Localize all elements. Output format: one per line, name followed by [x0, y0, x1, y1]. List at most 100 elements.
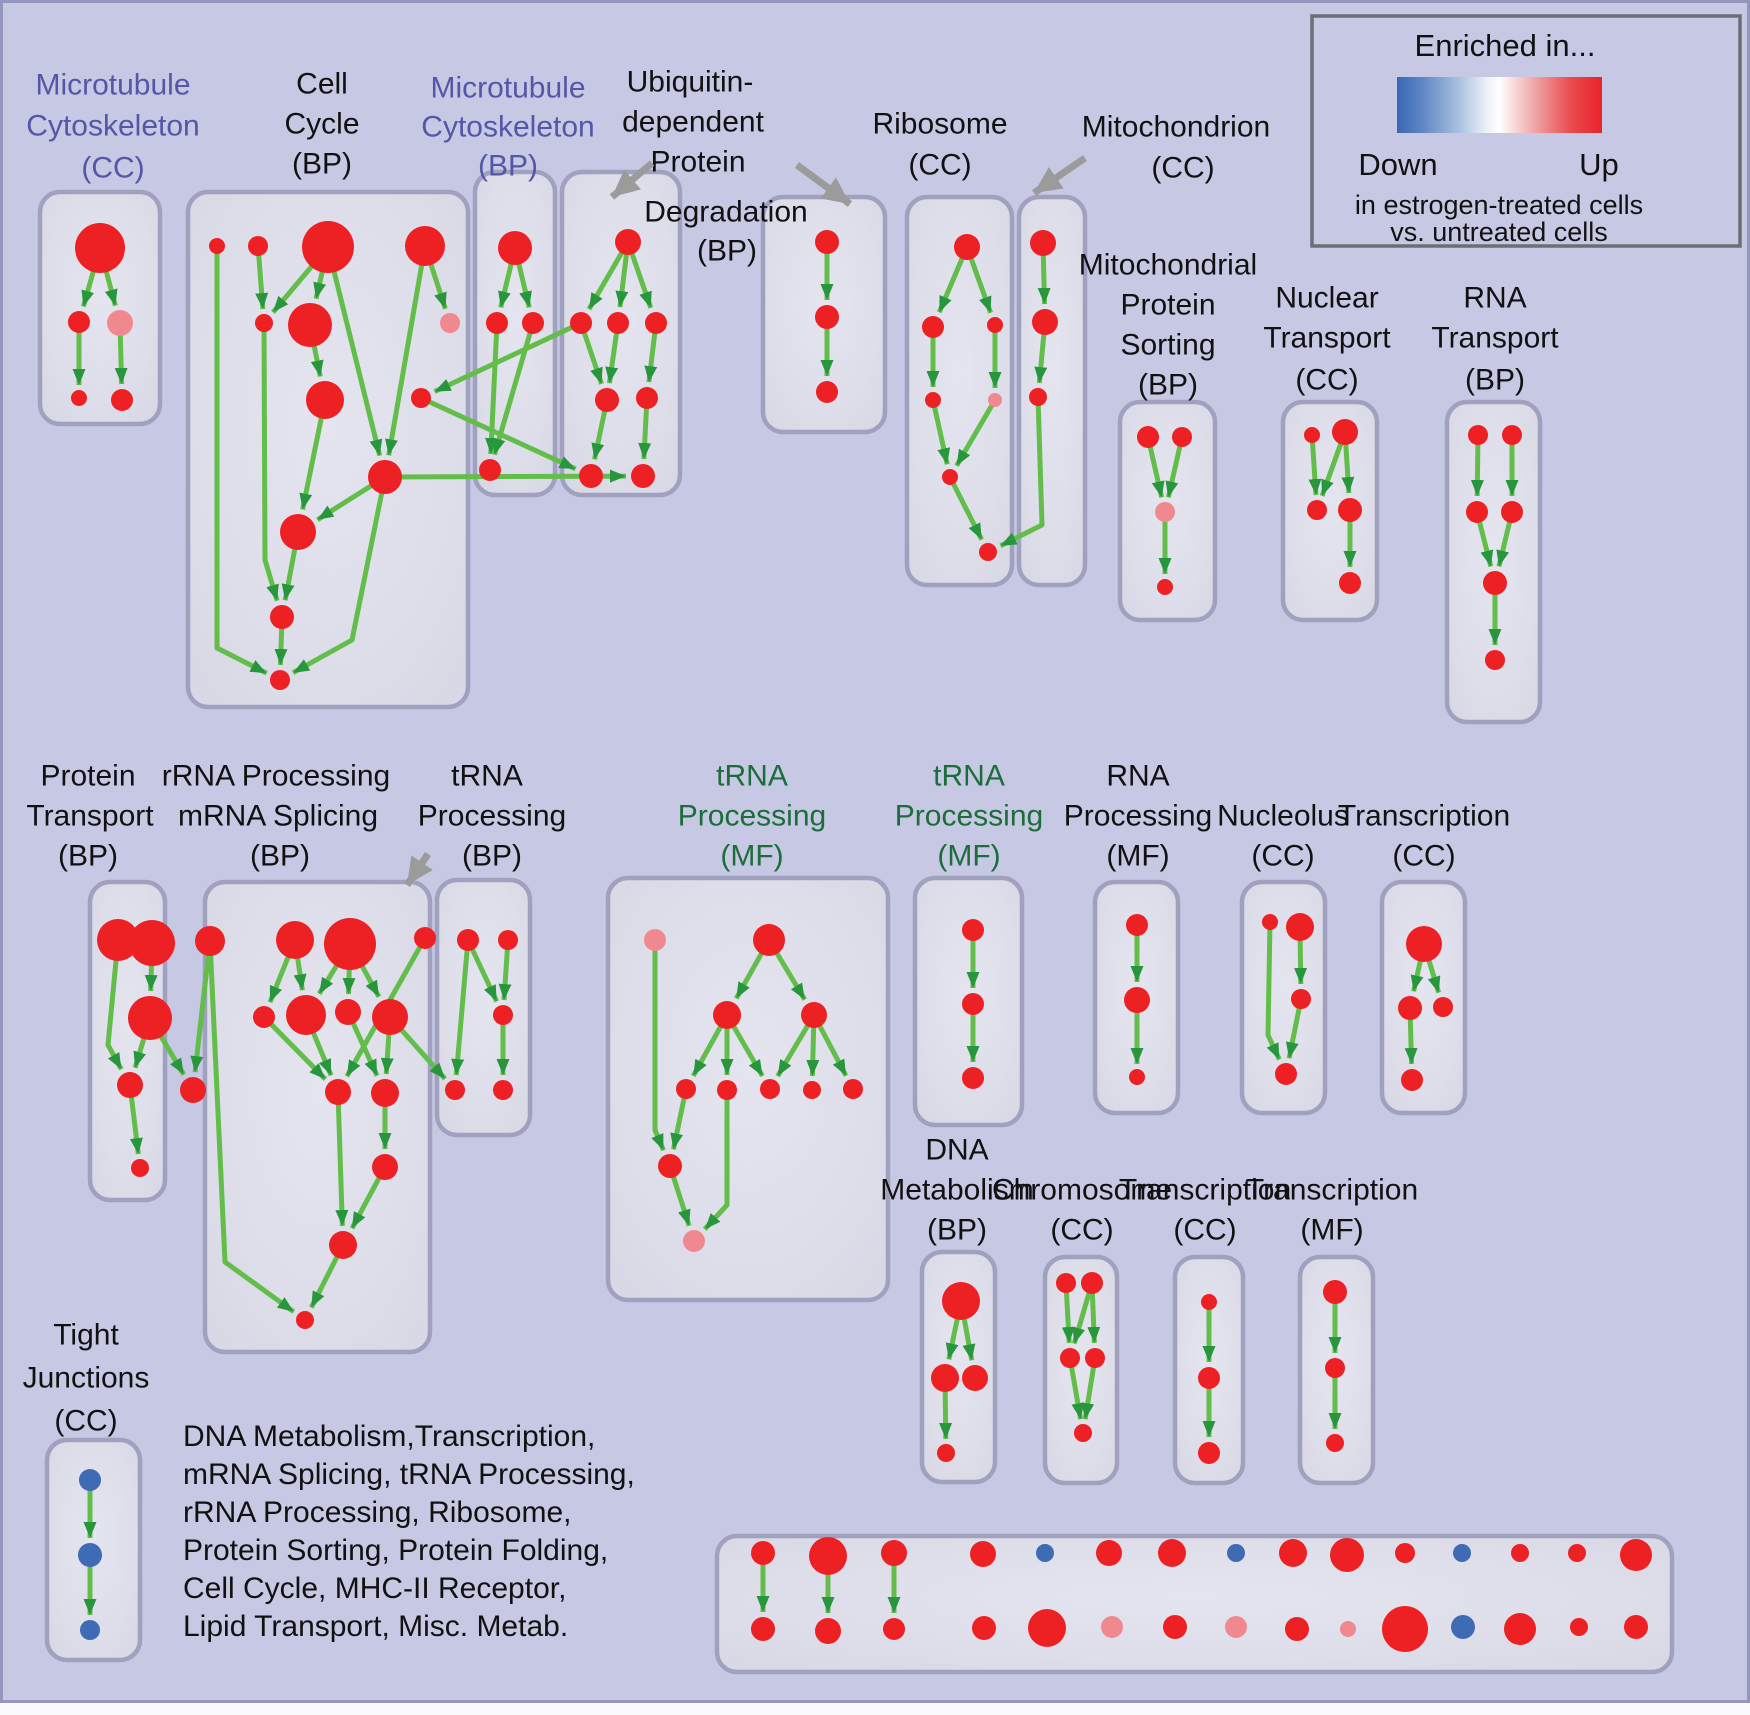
legend-caption-line1: in estrogen-treated cells [1355, 190, 1643, 220]
edge-arrow [190, 940, 213, 1073]
cluster-label: (CC) [1392, 840, 1455, 873]
edge-arrow [1285, 998, 1304, 1059]
cluster-label: Chromosome [992, 1174, 1172, 1207]
cluster-label: (BP) [462, 840, 522, 873]
go-term-node [1029, 388, 1047, 406]
go-term-node [288, 303, 332, 347]
cluster-label: Mitochondrial [1079, 249, 1257, 282]
go-term-node [1466, 501, 1488, 523]
go-term-node [372, 999, 408, 1035]
go-term-node [1620, 1539, 1652, 1571]
go-term-node [972, 1616, 996, 1640]
cluster-label: Sorting [1120, 329, 1215, 362]
go-term-node [883, 1618, 905, 1640]
go-term-node [411, 388, 431, 408]
cluster-label: tRNA [451, 760, 523, 793]
go-term-node [324, 918, 376, 970]
go-term-node [1304, 427, 1320, 443]
cluster-box-rrna [202, 879, 433, 1355]
bottom-margin [0, 1703, 1750, 1715]
go-term-node [306, 381, 344, 419]
cluster-label: Transport [1431, 322, 1559, 355]
go-term-node [1382, 1606, 1428, 1652]
edge-arrow [1061, 1282, 1075, 1344]
cluster-label: Protein [1120, 289, 1215, 322]
go-term-node [1307, 500, 1327, 520]
go-term-node [1501, 501, 1523, 523]
annotation-arrow [1032, 155, 1087, 196]
go-term-node [445, 1080, 465, 1100]
go-term-node [595, 388, 619, 412]
edge-arrow [451, 939, 471, 1076]
go-term-node [414, 927, 436, 949]
go-term-node [1081, 1272, 1103, 1294]
cluster-label: mRNA Splicing [178, 800, 378, 833]
go-term-node [1101, 1616, 1123, 1638]
go-term-node [522, 312, 544, 334]
cluster-box-rna_t [1444, 399, 1543, 725]
go-term-node [117, 1072, 143, 1098]
cluster-label: RNA [1463, 282, 1526, 315]
cluster-box-nuclear_t [1280, 399, 1380, 623]
misc-line-4: Protein Sorting, Protein Folding, [183, 1534, 608, 1567]
go-term-node [1124, 987, 1150, 1013]
go-term-node [372, 1154, 398, 1180]
go-term-node [881, 1540, 907, 1566]
cluster-label: (CC) [908, 149, 971, 182]
edge-arrow [670, 1088, 689, 1150]
go-term-node [1338, 498, 1362, 522]
annotation-arrow [794, 162, 853, 207]
cluster-label: Nuclear [1275, 282, 1378, 315]
cluster-label: Metabolism [880, 1174, 1033, 1207]
edge-arrow [1067, 1357, 1085, 1420]
go-term-node [1330, 1538, 1364, 1572]
cluster-label: Tight [53, 1319, 119, 1352]
cluster-label: (BP) [1138, 369, 1198, 402]
cluster-label: Cell [296, 68, 348, 101]
go-term-node [1096, 1540, 1122, 1566]
go-term-node [1126, 914, 1148, 936]
cluster-label: Nucleolus [1217, 800, 1349, 833]
edge-arrow [433, 320, 583, 394]
go-term-node [1028, 1609, 1066, 1647]
go-term-node [717, 1080, 737, 1100]
go-term-node [255, 314, 273, 332]
edge-arrow [261, 322, 280, 602]
edge-arrow [1308, 434, 1322, 496]
go-term-node [1262, 914, 1278, 930]
go-term-node [111, 389, 133, 411]
edge-arrow [1165, 436, 1185, 498]
go-term-node [1451, 1615, 1475, 1639]
go-term-node [1568, 1544, 1586, 1562]
go-term-node [843, 1079, 863, 1099]
misc-line-6: Lipid Transport, Misc. Metab. [183, 1610, 568, 1643]
cluster-label: Cytoskeleton [421, 111, 594, 144]
go-term-node [760, 1079, 780, 1099]
go-term-node [753, 924, 785, 956]
go-term-node [128, 996, 172, 1040]
cluster-label: DNA [925, 1134, 988, 1167]
go-term-node [78, 1543, 102, 1567]
go-term-node [296, 1311, 314, 1329]
go-term-node [809, 1537, 847, 1575]
cluster-label: Processing [418, 800, 566, 833]
go-term-node [570, 312, 592, 334]
go-term-node [676, 1079, 696, 1099]
go-term-node [1433, 997, 1453, 1017]
cluster-label: Ubiquitin- [627, 66, 754, 99]
network-scene: Microtubule Cytoskeleton (CC) Cell Cycle (BP)… [23, 66, 1675, 1675]
cluster-label: (BP) [478, 150, 538, 183]
cluster-label: Protein [650, 146, 745, 179]
go-term-node [962, 993, 984, 1015]
edge-arrow [1470, 434, 1484, 497]
edge-arrow [954, 398, 998, 468]
cluster-label: Transport [1263, 322, 1391, 355]
go-term-node [1157, 579, 1173, 595]
go-term-node [1155, 502, 1175, 522]
go-term-node [1511, 1544, 1529, 1562]
go-term-node [801, 1002, 827, 1028]
edge-arrow [325, 246, 383, 457]
cluster-label: Microtubule [35, 69, 190, 102]
